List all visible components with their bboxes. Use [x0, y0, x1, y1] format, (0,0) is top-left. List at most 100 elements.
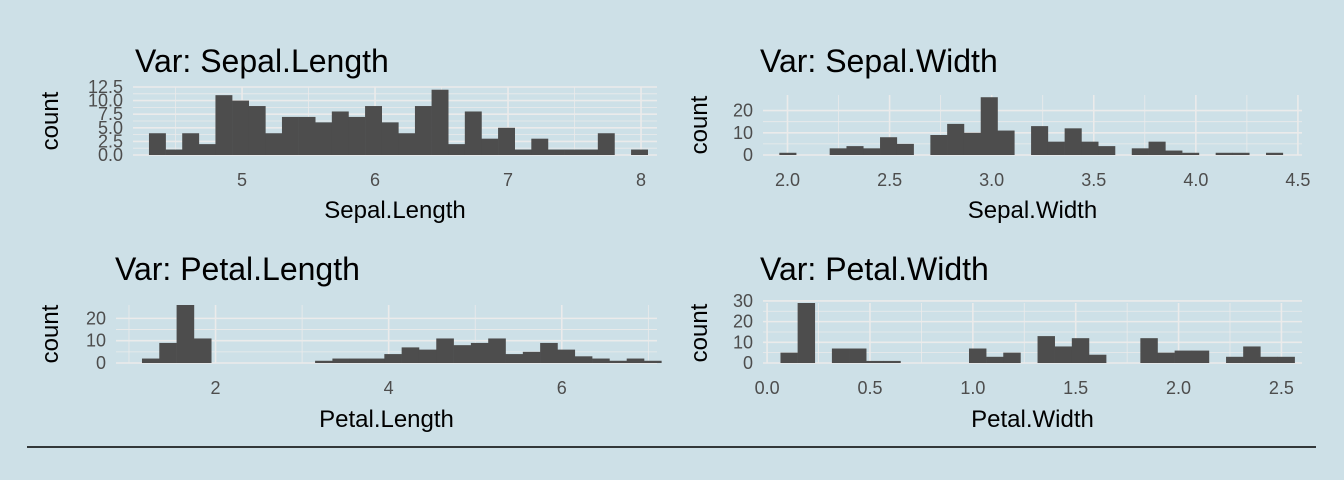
histogram-bar	[930, 135, 948, 155]
histogram-bar	[597, 133, 615, 155]
histogram-bar	[866, 360, 884, 363]
x-tick-label: 2.0	[1166, 378, 1191, 398]
histogram-bar	[883, 360, 901, 363]
x-tick-label: 4.0	[1183, 170, 1208, 190]
histogram-bar	[148, 133, 166, 155]
x-tick-label: 2.0	[775, 170, 800, 190]
x-tick-label: 4.5	[1285, 170, 1310, 190]
y-tick-label: 7.5	[98, 104, 123, 124]
histogram-bar	[1182, 152, 1200, 155]
histogram-bar	[626, 358, 645, 363]
panel-title: Var: Sepal.Length	[135, 43, 389, 79]
histogram-bar	[1140, 338, 1158, 363]
histogram-bar	[986, 356, 1004, 363]
histogram-bar	[398, 133, 416, 155]
y-tick-label: 5.0	[98, 118, 123, 138]
x-tick-label: 3.5	[1081, 170, 1106, 190]
histogram-bar	[540, 342, 558, 363]
histogram-bar	[1081, 141, 1099, 155]
histogram-bar	[248, 106, 266, 155]
histogram-bar	[198, 144, 216, 155]
histogram-bar	[1157, 352, 1175, 363]
histogram-bar	[1165, 150, 1183, 155]
histogram-bar	[159, 342, 177, 363]
histogram-bar	[401, 347, 420, 363]
histogram-bar	[464, 111, 482, 155]
y-axis-label: count	[37, 304, 64, 363]
histogram-bar	[564, 149, 582, 155]
histogram-bar	[215, 95, 233, 155]
histogram-bar	[176, 305, 195, 363]
y-tick-label: 10.0	[88, 91, 123, 111]
histogram-bar	[418, 349, 437, 363]
histogram-bar	[298, 116, 316, 155]
histogram-bar	[365, 106, 383, 155]
histogram-bar	[315, 122, 333, 155]
x-tick-label: 0.0	[755, 378, 780, 398]
histogram-bar	[367, 358, 385, 363]
x-tick-label: 3.0	[979, 170, 1004, 190]
y-tick-label: 10	[86, 331, 106, 351]
histogram-bar	[644, 360, 662, 363]
histogram-bar	[1037, 336, 1055, 363]
histogram-bar	[880, 137, 898, 155]
histogram-bar	[436, 338, 454, 363]
histogram-bar	[1277, 356, 1295, 363]
y-tick-label: 0.0	[98, 145, 123, 165]
histogram-bar	[1098, 146, 1116, 155]
histogram-bar	[631, 149, 648, 155]
histogram-bar	[779, 152, 797, 155]
panel-1: 5 6 7 8 0.02.55.07.510.012.5 Var: Sepal.Lengt…	[37, 43, 657, 224]
histogram-bar	[1047, 141, 1065, 155]
histogram-bar	[592, 358, 610, 363]
x-tick-label: 8	[636, 170, 646, 190]
y-tick-label: 12.5	[88, 77, 123, 97]
y-axis-label: count	[37, 91, 64, 150]
x-tick-label: 4	[384, 378, 394, 398]
histogram-bar	[448, 144, 466, 155]
histogram-bar	[165, 149, 183, 155]
histogram-bar	[547, 149, 565, 155]
histogram-bar	[997, 130, 1015, 155]
histogram-bar	[141, 358, 160, 363]
histogram-bar	[349, 358, 368, 363]
y-axis-label: count	[686, 95, 713, 154]
histogram-bar	[1031, 126, 1049, 155]
histogram-bar	[481, 138, 499, 155]
histogram-bar	[797, 303, 816, 363]
histogram-bar	[232, 100, 250, 155]
histogram-bar	[829, 148, 847, 155]
y-tick-label: 20	[86, 308, 106, 328]
histogram-bar	[1215, 152, 1233, 155]
histogram-bar	[193, 338, 212, 363]
histogram-bar	[1243, 346, 1261, 363]
histogram-bar	[1064, 128, 1082, 155]
histogram-bar	[531, 138, 549, 155]
histogram-bar	[1088, 354, 1107, 363]
x-tick-label: 2.5	[877, 170, 902, 190]
x-tick-label: 6	[370, 170, 380, 190]
x-tick-label: 0.5	[857, 378, 882, 398]
histogram-bar	[514, 149, 532, 155]
x-tick-label: 6	[557, 378, 567, 398]
panel-title: Var: Sepal.Width	[760, 43, 998, 79]
y-tick-label: 20	[733, 312, 753, 332]
x-tick-label: 1.0	[960, 378, 985, 398]
histogram-bar	[1260, 356, 1278, 363]
histogram-bar	[315, 360, 333, 363]
y-tick-label: 30	[733, 291, 753, 311]
histogram-bar	[384, 354, 402, 363]
panel-title: Var: Petal.Width	[760, 251, 989, 287]
x-axis-label: Petal.Length	[319, 406, 454, 433]
histogram-bar	[331, 111, 349, 155]
histogram-bar	[1003, 352, 1021, 363]
panel-title: Var: Petal.Length	[115, 251, 360, 287]
x-tick-label: 2	[211, 378, 221, 398]
panel-3: 2 4 6 010 20 Var: Petal.Length Petal.Length cou…	[37, 251, 662, 433]
histogram-bar	[1148, 141, 1166, 155]
histogram-bar	[281, 116, 299, 155]
y-tick-label: 20	[733, 101, 753, 121]
histogram-bar	[1266, 152, 1284, 155]
